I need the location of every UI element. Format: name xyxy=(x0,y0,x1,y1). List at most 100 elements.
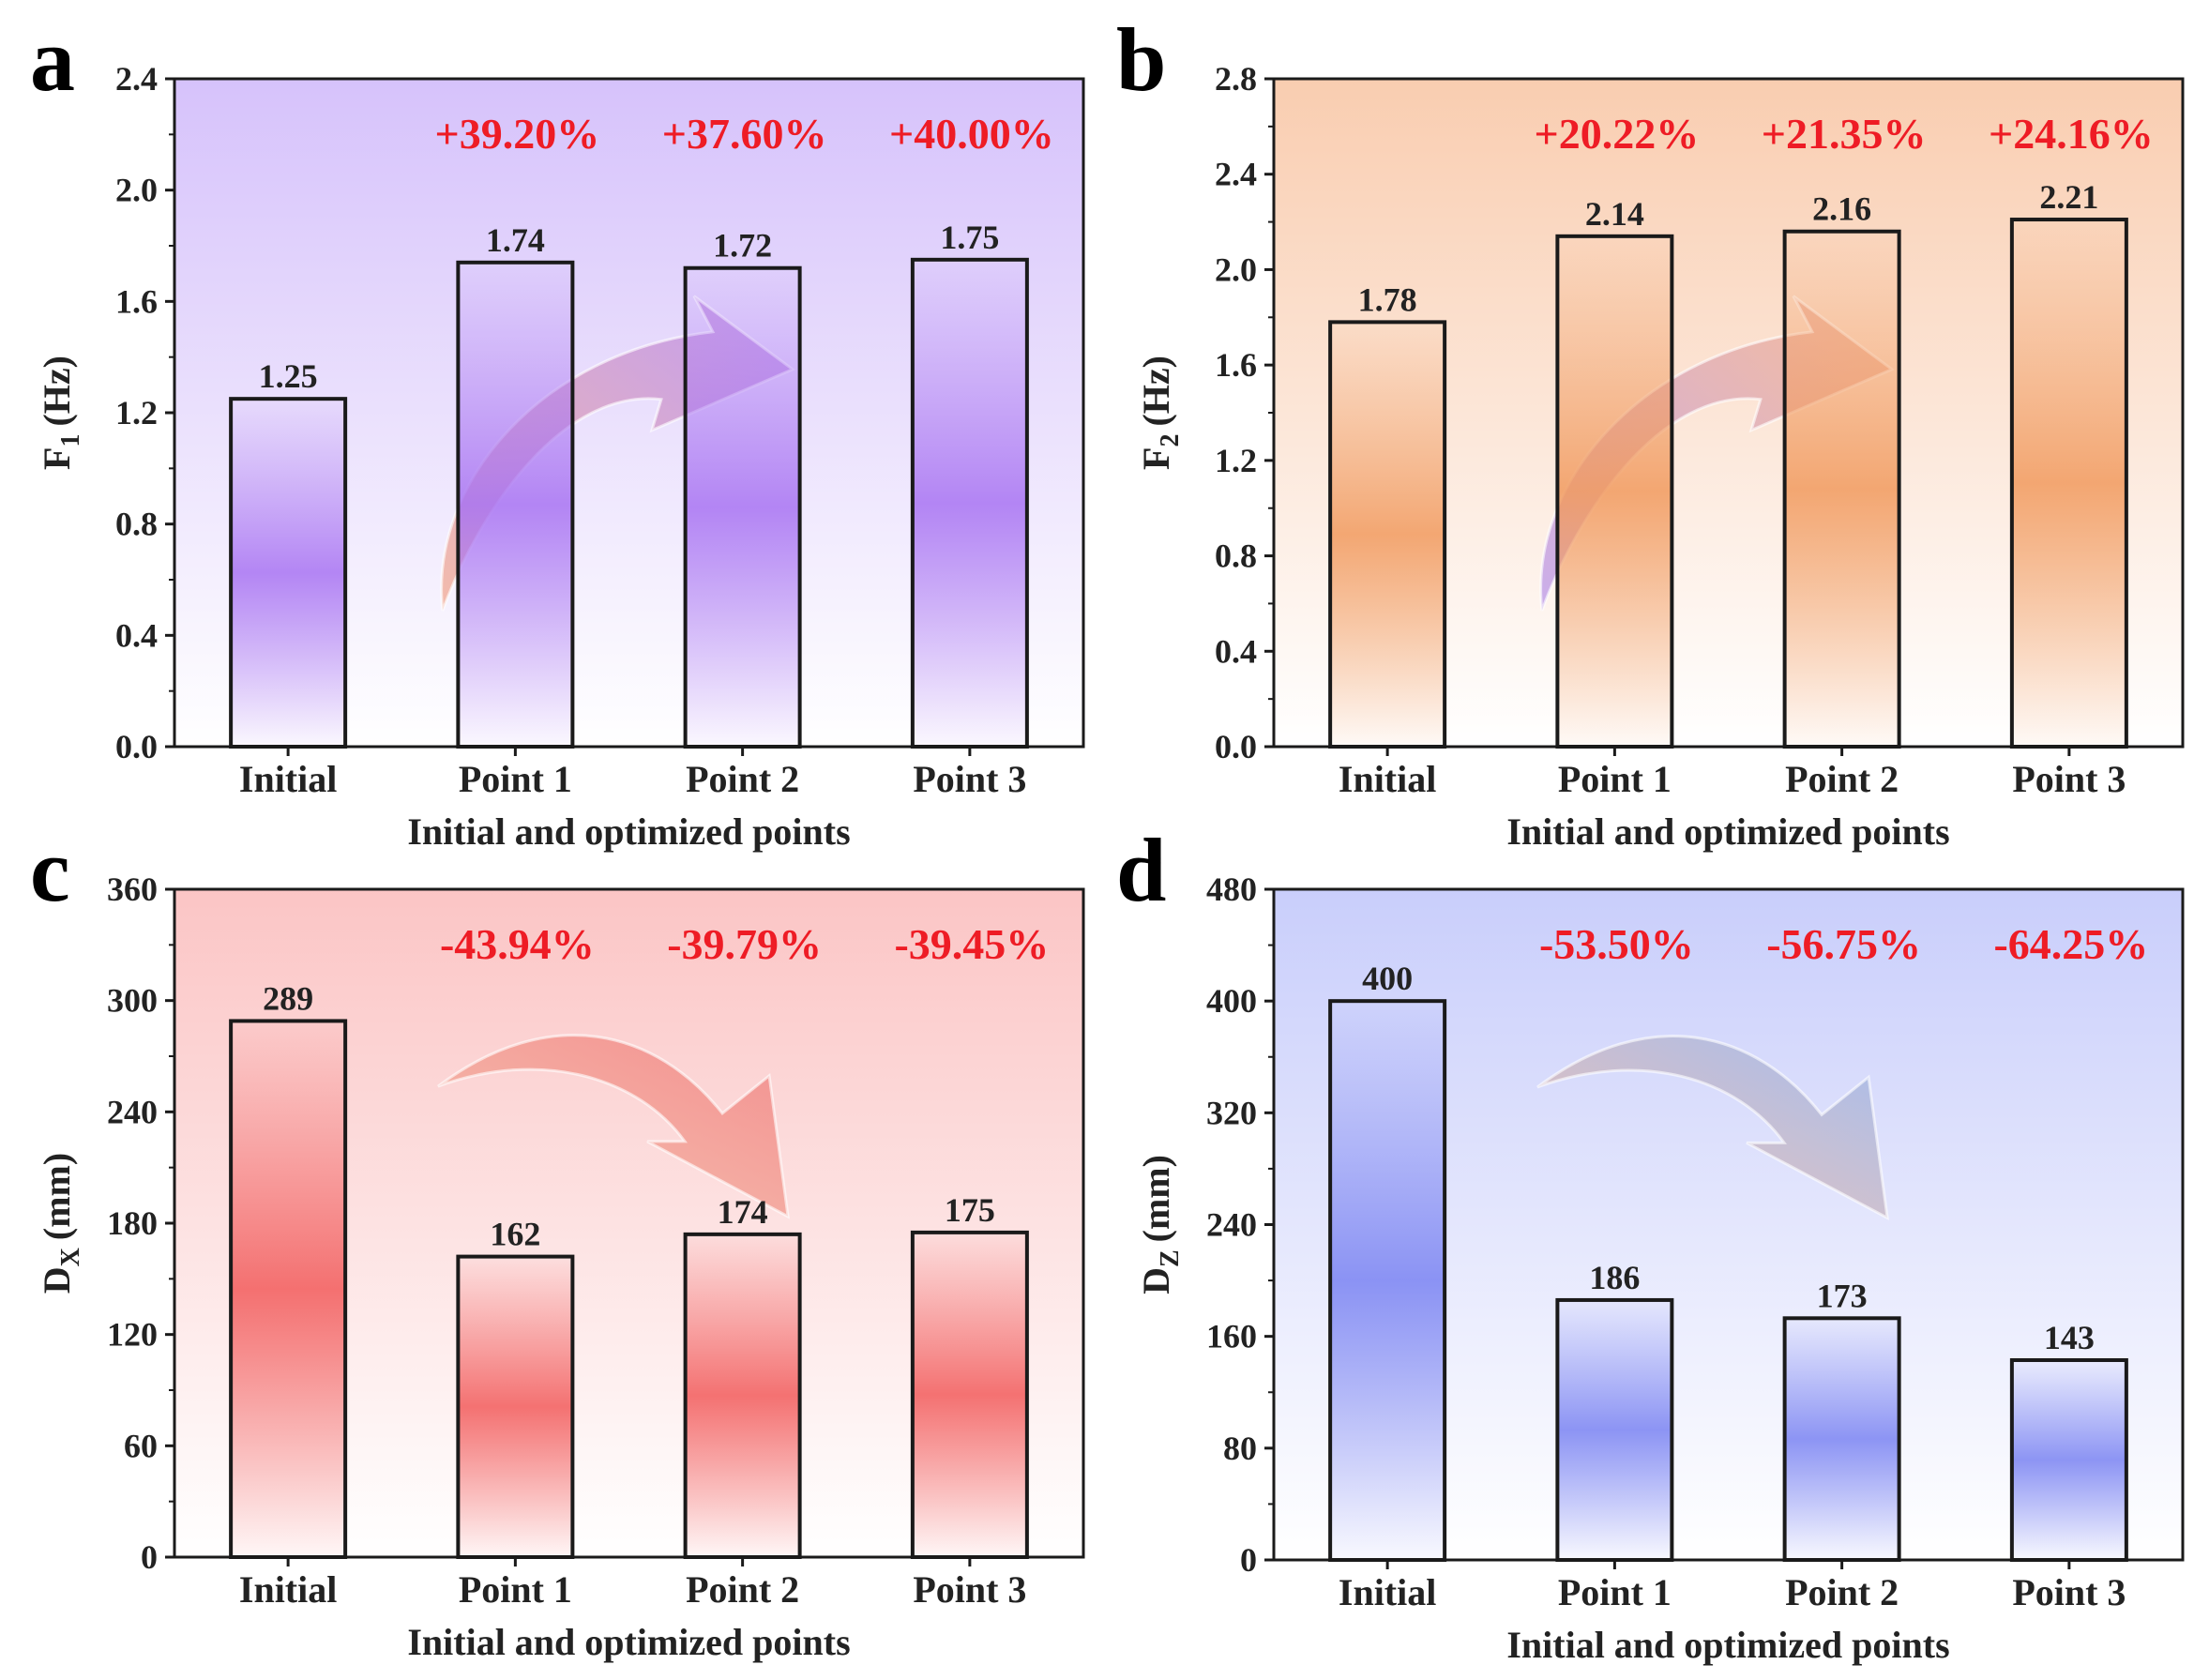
data-label: 173 xyxy=(1817,1277,1868,1314)
y-tick-label: 2.4 xyxy=(115,60,158,98)
category-label: Initial xyxy=(1339,758,1436,800)
data-label: 1.72 xyxy=(713,227,772,265)
category-label: Initial xyxy=(239,1568,337,1611)
y-axis-unit: (Hz) xyxy=(36,356,78,427)
y-tick-label: 300 xyxy=(107,982,158,1020)
y-tick-label: 80 xyxy=(1223,1430,1257,1467)
change-label: -56.75% xyxy=(1766,920,1921,968)
data-label: 2.21 xyxy=(2039,178,2098,216)
y-tick-label: 0 xyxy=(141,1538,158,1576)
x-axis-title: Initial and optimized points xyxy=(1506,1624,1949,1666)
bar-b-2 xyxy=(1555,234,1674,749)
change-label: -39.79% xyxy=(667,920,822,968)
bar-c-1 xyxy=(229,1019,348,1559)
panel-letter: c xyxy=(30,820,70,920)
bar-c-4 xyxy=(910,1230,1029,1560)
y-tick-label: 1.6 xyxy=(1215,346,1257,384)
data-label: 1.25 xyxy=(259,357,318,395)
panel-letter: b xyxy=(1116,9,1166,110)
data-label: 289 xyxy=(263,979,313,1017)
y-tick-label: 180 xyxy=(107,1204,158,1242)
y-tick-label: 240 xyxy=(107,1093,158,1130)
y-axis-title: F2 (Hz) xyxy=(1135,356,1185,470)
panel-d: 400 Initial 186 -53.50% Point 1 173 -56.75% Poi… xyxy=(1116,820,2185,1666)
y-axis-symbol: F xyxy=(36,447,78,470)
y-tick-label: 0.0 xyxy=(1215,728,1257,765)
data-label: 162 xyxy=(490,1216,540,1253)
bar-a-1 xyxy=(229,397,348,749)
bar-b-4 xyxy=(2009,218,2128,749)
change-label: +37.60% xyxy=(662,110,827,158)
change-label: +39.20% xyxy=(435,110,600,158)
y-axis-title: F1 (Hz) xyxy=(36,356,85,470)
data-label: 400 xyxy=(1362,960,1413,997)
category-label: Point 2 xyxy=(1785,1571,1899,1613)
y-tick-label: 400 xyxy=(1206,982,1257,1020)
data-label: 175 xyxy=(945,1191,995,1229)
bar-a-4 xyxy=(910,257,1029,749)
category-label: Point 1 xyxy=(459,1568,572,1611)
data-label: 1.78 xyxy=(1358,280,1417,318)
bar-c-2 xyxy=(456,1254,575,1559)
panel-letter: a xyxy=(30,9,75,110)
bar-b-3 xyxy=(1782,229,1901,749)
y-tick-label: 1.2 xyxy=(115,394,158,431)
y-tick-label: 160 xyxy=(1206,1318,1257,1355)
data-label: 2.16 xyxy=(1812,190,1871,228)
data-label: 143 xyxy=(2044,1319,2095,1356)
category-label: Point 2 xyxy=(1785,758,1899,800)
bar-d-2 xyxy=(1555,1297,1674,1562)
bar-d-4 xyxy=(2009,1357,2128,1563)
y-tick-label: 0 xyxy=(1240,1541,1257,1579)
trend-arrow-icon xyxy=(1536,1035,1889,1221)
category-label: Point 1 xyxy=(1558,1571,1672,1613)
y-tick-label: 0.0 xyxy=(115,728,158,765)
data-label: 1.74 xyxy=(486,221,545,259)
y-tick-label: 120 xyxy=(107,1316,158,1354)
y-axis-unit: (mm) xyxy=(36,1153,78,1240)
bar-b-1 xyxy=(1328,320,1447,749)
change-label: -64.25% xyxy=(1993,920,2148,968)
category-label: Point 1 xyxy=(459,758,572,800)
y-tick-label: 360 xyxy=(107,870,158,908)
category-label: Point 3 xyxy=(913,1568,1026,1611)
y-axis-unit: (Hz) xyxy=(1135,356,1177,427)
trend-arrow-icon xyxy=(437,1034,790,1219)
y-axis-subscript: X xyxy=(56,1248,85,1266)
y-tick-label: 60 xyxy=(124,1427,158,1464)
change-label: +21.35% xyxy=(1762,110,1927,158)
bar-a-2 xyxy=(456,260,575,749)
y-tick-label: 480 xyxy=(1206,870,1257,908)
plot-frame xyxy=(1272,77,2185,749)
y-tick-label: 2.4 xyxy=(1215,156,1257,193)
change-label: +24.16% xyxy=(1989,110,2154,158)
category-label: Point 3 xyxy=(2012,1571,2126,1613)
plot-frame xyxy=(173,887,1085,1559)
change-label: -53.50% xyxy=(1539,920,1694,968)
y-axis-title: DZ (mm) xyxy=(1135,1155,1185,1294)
y-tick-label: 0.8 xyxy=(1215,537,1257,575)
category-label: Point 3 xyxy=(913,758,1026,800)
panel-c: 289 Initial 162 -43.94% Point 1 174 -39.79% Poi… xyxy=(30,820,1085,1663)
x-axis-title: Initial and optimized points xyxy=(407,1621,850,1663)
panel-b: 1.78 Initial 2.14 +20.22% Point 1 2.16 +21.35%… xyxy=(1116,9,2185,853)
y-axis-unit: (mm) xyxy=(1135,1155,1177,1242)
bar-d-1 xyxy=(1328,999,1447,1562)
x-axis-title: Initial and optimized points xyxy=(1506,810,1949,853)
category-label: Point 2 xyxy=(686,758,799,800)
y-axis-symbol: D xyxy=(36,1266,78,1294)
category-label: Point 2 xyxy=(686,1568,799,1611)
x-axis-title: Initial and optimized points xyxy=(407,810,850,853)
panel-a: 1.25 Initial 1.74 +39.20% Point 1 1.72 +37.60%… xyxy=(30,9,1085,853)
y-tick-label: 320 xyxy=(1206,1094,1257,1131)
y-tick-label: 2.0 xyxy=(1215,250,1257,288)
bar-d-3 xyxy=(1782,1316,1901,1563)
y-tick-label: 1.2 xyxy=(1215,442,1257,479)
y-tick-label: 1.6 xyxy=(115,282,158,320)
bar-c-3 xyxy=(683,1232,802,1560)
y-tick-label: 0.8 xyxy=(115,506,158,543)
change-label: +40.00% xyxy=(889,110,1054,158)
y-axis-subscript: Z xyxy=(1156,1249,1185,1267)
bar-a-3 xyxy=(683,265,802,749)
